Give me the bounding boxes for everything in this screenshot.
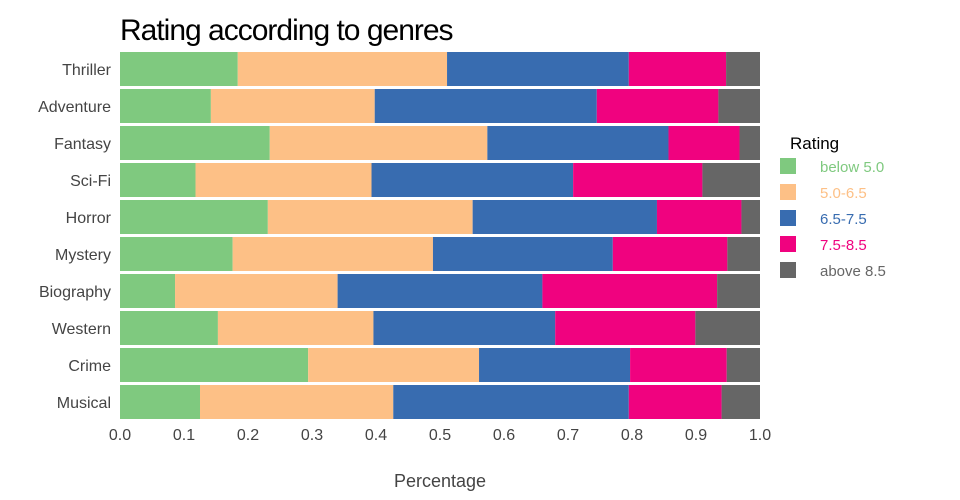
- x-axis-title: Percentage: [394, 471, 486, 491]
- bar-segment-sci-fi-1: [195, 163, 372, 197]
- bar-segment-horror-2: [472, 200, 657, 234]
- legend-swatch: [780, 262, 796, 278]
- y-tick-label: Mystery: [55, 247, 111, 264]
- legend-label: above 8.5: [820, 263, 886, 280]
- bar-segment-mystery-4: [727, 237, 760, 271]
- bar-segment-crime-2: [479, 348, 631, 382]
- bar-segment-adventure-0: [120, 89, 211, 123]
- x-tick-label: 0.6: [493, 427, 515, 444]
- bar-segment-sci-fi-2: [371, 163, 574, 197]
- bar-segment-musical-0: [120, 385, 200, 419]
- bar-segment-western-3: [555, 311, 696, 345]
- bar-segment-fantasy-3: [668, 126, 740, 160]
- y-tick-label: Crime: [68, 358, 111, 375]
- legend-swatch: [780, 184, 796, 200]
- bar-segment-musical-1: [200, 385, 394, 419]
- bar-segment-western-0: [120, 311, 218, 345]
- bar-segment-thriller-0: [120, 52, 238, 86]
- bar-segment-biography-1: [175, 274, 338, 308]
- bar-segment-fantasy-2: [487, 126, 669, 160]
- x-tick-label: 0.8: [621, 427, 643, 444]
- x-tick-label: 0.9: [685, 427, 707, 444]
- x-tick-label: 0.5: [429, 427, 451, 444]
- bar-segment-thriller-1: [237, 52, 448, 86]
- legend-swatch: [780, 158, 796, 174]
- legend-title: Rating: [790, 134, 839, 153]
- bar-segment-musical-3: [628, 385, 722, 419]
- legend-label: below 5.0: [820, 159, 884, 176]
- y-tick-label: Adventure: [38, 99, 111, 116]
- y-tick-label: Sci-Fi: [70, 173, 111, 190]
- x-tick-label: 1.0: [749, 427, 771, 444]
- y-axis-labels: Thriller Adventure Fantasy Sci-Fi Horror Myst…: [38, 62, 112, 412]
- x-axis-ticks: 0.0 0.1 0.2 0.3 0.4 0.5 0.6 0.7 0.8 0.9 1.0: [109, 427, 771, 444]
- bar-segment-fantasy-0: [120, 126, 270, 160]
- legend: Rating below 5.0 5.0-6.5 6.5-7.5 7.5-8.5 abo…: [780, 134, 886, 280]
- x-tick-label: 0.1: [173, 427, 195, 444]
- x-tick-label: 0.4: [365, 427, 387, 444]
- bar-segment-biography-0: [120, 274, 176, 308]
- bar-segment-adventure-4: [718, 89, 760, 123]
- bar-segment-adventure-2: [374, 89, 597, 123]
- bar-segment-biography-3: [542, 274, 718, 308]
- y-tick-label: Musical: [57, 395, 111, 412]
- bar-segment-crime-1: [308, 348, 480, 382]
- bar-segment-thriller-2: [447, 52, 629, 86]
- x-tick-label: 0.0: [109, 427, 131, 444]
- bar-segment-crime-4: [726, 348, 760, 382]
- bar-segment-sci-fi-0: [120, 163, 196, 197]
- bar-segment-horror-3: [656, 200, 742, 234]
- x-tick-label: 0.7: [557, 427, 579, 444]
- legend-label: 5.0-6.5: [820, 185, 867, 202]
- bar-segment-adventure-3: [596, 89, 719, 123]
- bar-segment-fantasy-1: [269, 126, 488, 160]
- bar-segment-biography-4: [717, 274, 760, 308]
- bar-segment-musical-4: [721, 385, 760, 419]
- legend-swatch: [780, 236, 796, 252]
- bar-segment-horror-1: [267, 200, 473, 234]
- y-tick-label: Western: [52, 321, 111, 338]
- x-tick-label: 0.2: [237, 427, 259, 444]
- bar-segment-adventure-1: [210, 89, 375, 123]
- bar-segment-mystery-1: [232, 237, 433, 271]
- bar-segment-mystery-0: [120, 237, 233, 271]
- bar-segment-horror-4: [741, 200, 760, 234]
- bars-group: [120, 52, 760, 419]
- bar-segment-biography-2: [337, 274, 543, 308]
- legend-swatch: [780, 210, 796, 226]
- bar-segment-mystery-2: [432, 237, 613, 271]
- bar-segment-thriller-3: [628, 52, 727, 86]
- bar-segment-western-2: [373, 311, 556, 345]
- x-tick-label: 0.3: [301, 427, 323, 444]
- legend-label: 7.5-8.5: [820, 237, 867, 254]
- bar-segment-fantasy-4: [739, 126, 760, 160]
- bar-segment-mystery-3: [612, 237, 728, 271]
- legend-label: 6.5-7.5: [820, 211, 867, 228]
- y-tick-label: Horror: [66, 210, 112, 227]
- bar-segment-horror-0: [120, 200, 268, 234]
- bar-segment-western-4: [695, 311, 760, 345]
- bar-segment-sci-fi-3: [573, 163, 703, 197]
- bar-segment-musical-2: [393, 385, 629, 419]
- bar-segment-western-1: [217, 311, 374, 345]
- y-tick-label: Fantasy: [54, 136, 111, 153]
- bar-segment-crime-0: [120, 348, 309, 382]
- chart-title: Rating according to genres: [120, 14, 453, 47]
- bar-segment-thriller-4: [726, 52, 760, 86]
- y-tick-label: Thriller: [62, 62, 112, 79]
- bar-segment-sci-fi-4: [702, 163, 760, 197]
- bar-segment-crime-3: [630, 348, 727, 382]
- y-tick-label: Biography: [39, 284, 111, 301]
